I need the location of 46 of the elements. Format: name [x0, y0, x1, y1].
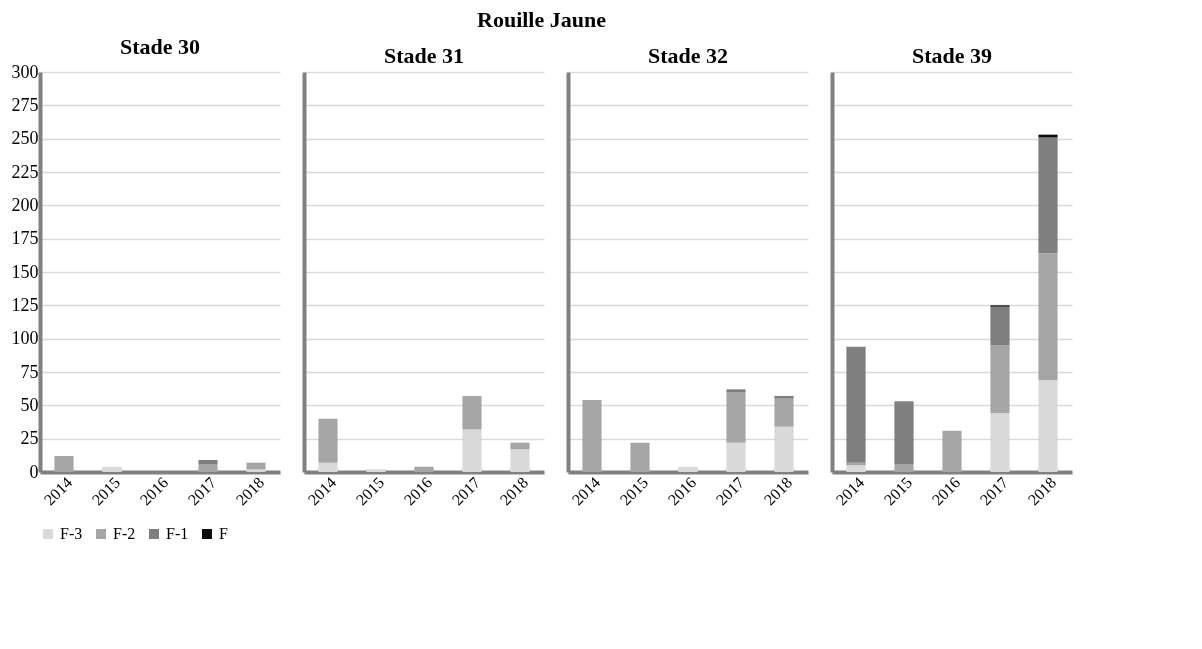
bar	[942, 430, 962, 472]
bar	[414, 466, 434, 472]
y-tick-label: 300	[11, 61, 39, 82]
y-tick-label: 75	[20, 361, 39, 382]
chart-title: Stade 39	[911, 43, 993, 68]
legend-label: F-2	[113, 525, 136, 542]
bar	[726, 392, 746, 443]
y-tick-label: 0	[29, 461, 39, 482]
bar	[894, 401, 914, 464]
bar	[1038, 137, 1058, 254]
chart-title: Stade 31	[383, 43, 465, 68]
y-tick-label: 25	[20, 428, 39, 449]
y-tick-label: 100	[11, 328, 39, 349]
bar	[726, 442, 746, 472]
legend-label: F-1	[166, 525, 189, 542]
chart-title: Stade 30	[119, 34, 201, 59]
bar	[846, 346, 866, 463]
bar	[678, 466, 698, 472]
y-tick-label: 125	[11, 294, 39, 315]
y-tick-label: 175	[11, 228, 39, 249]
bar	[630, 442, 650, 472]
bar	[582, 400, 602, 472]
y-tick-label: 250	[11, 128, 39, 149]
y-tick-label: 150	[11, 261, 39, 282]
bar	[774, 396, 794, 399]
bar	[366, 469, 386, 472]
chart-title: Stade 32	[647, 43, 729, 68]
text: Rouille Jaune	[477, 6, 607, 32]
bar	[990, 306, 1010, 346]
bar	[990, 345, 1010, 414]
bar	[1038, 253, 1058, 380]
y-tick-label: 275	[11, 94, 39, 115]
bar	[726, 389, 746, 392]
y-tick-label: 200	[11, 194, 39, 215]
y-tick-label: 225	[11, 161, 39, 182]
bar	[510, 442, 530, 450]
bar	[774, 398, 794, 427]
bar	[510, 449, 530, 472]
bar	[894, 464, 914, 472]
bar	[318, 462, 338, 472]
legend-label: F-3	[60, 525, 83, 542]
legend-label: F	[219, 525, 228, 542]
bar	[462, 396, 482, 430]
bar	[846, 465, 866, 472]
bar	[318, 418, 338, 463]
y-tick-label: 50	[20, 394, 39, 415]
